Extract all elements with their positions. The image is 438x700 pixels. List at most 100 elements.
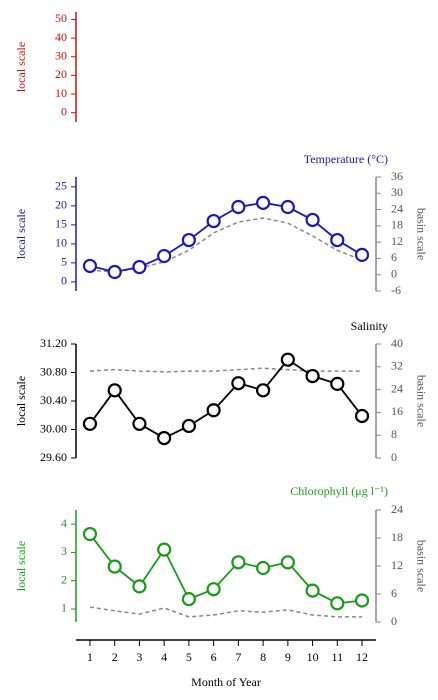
y2-tick-label: 0: [391, 450, 397, 464]
data-point: [305, 368, 320, 384]
y2-tick-label: 8: [391, 427, 397, 441]
data-point: [354, 247, 370, 262]
data-point: [132, 416, 147, 431]
data-point: [206, 403, 221, 418]
y-tick-label: 30.80: [40, 364, 67, 378]
x-axis-label: Month of Year: [191, 675, 261, 689]
y-tick-label: 10: [55, 236, 67, 250]
y2-tick-label: 0: [391, 614, 397, 628]
y-axis-label: local scale: [14, 541, 28, 591]
y2-tick-label: 40: [391, 336, 403, 350]
y2-tick-label: 24: [391, 201, 403, 215]
y-tick-label: 5: [61, 255, 67, 269]
data-point: [330, 232, 345, 248]
y-axis-label: local scale: [14, 209, 28, 259]
x-tick-label: 8: [260, 650, 266, 664]
data-point: [330, 596, 345, 611]
panel-title: Temperature (°C): [304, 152, 388, 166]
data-point: [256, 560, 271, 576]
data-point: [132, 259, 147, 275]
y2-tick-label: 24: [391, 381, 403, 395]
data-point: [280, 352, 295, 367]
x-tick-label: 11: [332, 650, 344, 664]
data-point: [82, 416, 98, 431]
y2-tick-label: 32: [391, 359, 403, 373]
data-point: [256, 195, 271, 210]
y-axis-label: local scale: [14, 42, 28, 92]
x-tick-label: 12: [356, 650, 368, 664]
data-point: [132, 579, 147, 594]
x-tick-label: 5: [186, 650, 192, 664]
data-point: [181, 591, 196, 607]
y2-tick-label: 36: [391, 169, 403, 183]
data-point: [157, 542, 172, 557]
data-point: [305, 212, 320, 228]
y-tick-label: 50: [55, 11, 67, 25]
x-tick-label: 4: [161, 650, 167, 664]
data-point: [354, 593, 370, 608]
x-tick-label: 9: [285, 650, 291, 664]
y2-tick-label: 18: [391, 218, 403, 232]
y-tick-label: 0: [61, 104, 67, 118]
series-line: [89, 367, 363, 373]
data-point: [107, 559, 122, 574]
y2-tick-label: 12: [391, 558, 403, 572]
y-tick-label: 3: [61, 544, 67, 558]
y-tick-label: 1: [61, 601, 67, 615]
data-point: [231, 555, 246, 570]
panel-title: Salinity: [351, 319, 388, 333]
y2-tick-label: 24: [391, 502, 403, 516]
data-point: [181, 418, 196, 434]
y2-tick-label: 18: [391, 530, 403, 544]
data-point: [305, 583, 320, 598]
data-point: [330, 376, 345, 391]
y-tick-label: 30.40: [40, 393, 67, 407]
y-tick-label: 40: [55, 30, 67, 44]
y-tick-label: 2: [61, 572, 67, 586]
y-axis-label: local scale: [14, 376, 28, 426]
y2-axis-label: basin scale: [414, 208, 428, 260]
data-point: [206, 213, 221, 229]
data-point: [82, 258, 98, 274]
data-point: [280, 199, 295, 215]
data-point: [82, 526, 98, 542]
y-tick-label: 30: [55, 48, 67, 62]
data-point: [354, 408, 370, 424]
series-line: [89, 606, 363, 618]
x-tick-label: 1: [87, 650, 93, 664]
y-tick-label: 20: [55, 198, 67, 212]
y-tick-label: 30.00: [40, 421, 67, 435]
y-tick-label: 31.20: [40, 336, 67, 350]
data-point: [157, 430, 172, 446]
x-tick-label: 3: [136, 650, 142, 664]
data-point: [206, 582, 221, 597]
x-tick-label: 6: [211, 650, 217, 664]
y2-tick-label: 12: [391, 234, 403, 248]
y2-axis-label: basin scale: [414, 375, 428, 427]
y-tick-label: 20: [55, 67, 67, 81]
y2-tick-label: 16: [391, 404, 403, 418]
y2-tick-label: -6: [391, 283, 401, 297]
data-point: [107, 264, 122, 280]
y-tick-label: 29.60: [40, 450, 67, 464]
y2-tick-label: 6: [391, 250, 397, 264]
y2-axis-label: basin scale: [414, 540, 428, 592]
y2-tick-label: 30: [391, 185, 403, 199]
data-point: [256, 383, 271, 398]
y-tick-label: 4: [61, 516, 67, 530]
x-tick-label: 7: [235, 650, 241, 664]
data-point: [280, 555, 295, 570]
y-tick-label: 15: [55, 217, 67, 231]
y2-tick-label: 0: [391, 266, 397, 280]
data-point: [181, 232, 196, 248]
data-point: [231, 376, 246, 391]
series-line: [89, 533, 363, 605]
x-tick-label: 2: [112, 650, 118, 664]
data-point: [231, 199, 246, 215]
x-tick-label: 10: [307, 650, 319, 664]
y-tick-label: 0: [61, 274, 67, 288]
y2-tick-label: 6: [391, 586, 397, 600]
data-point: [157, 248, 172, 264]
series-line: [89, 201, 363, 273]
